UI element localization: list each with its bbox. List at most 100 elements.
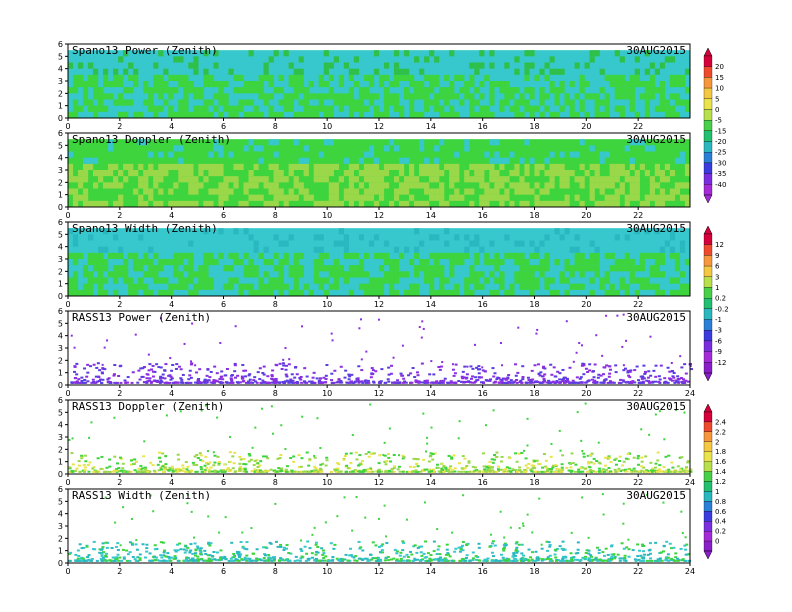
field-cell (323, 277, 329, 284)
echo-point (205, 466, 209, 469)
echo-point (605, 364, 609, 367)
field-cell (348, 170, 355, 177)
echo-point (74, 553, 78, 556)
echo-point (414, 469, 418, 472)
field-cell (674, 265, 681, 272)
echo-point (196, 545, 200, 548)
echo-point (207, 557, 211, 560)
echo-point (133, 469, 137, 472)
echo-point (163, 466, 167, 469)
echo-point (213, 365, 217, 368)
field-cell (77, 252, 84, 259)
field-cell (223, 194, 229, 201)
echo-point (685, 466, 689, 469)
echo-point (626, 380, 630, 383)
field-cell (143, 259, 149, 266)
field-cell (634, 228, 640, 235)
echo-point (227, 559, 231, 562)
field-cell (524, 74, 530, 81)
colorbar-label: -6 (715, 337, 723, 345)
echo-point (583, 555, 587, 558)
echo-point (116, 542, 120, 545)
echo-point (134, 543, 138, 546)
echo-point (676, 375, 680, 378)
echo-point (530, 551, 534, 554)
field-cell (524, 259, 530, 266)
field-cell (213, 259, 219, 266)
echo-point (380, 551, 384, 554)
field-cell (203, 105, 209, 112)
field-cell (328, 170, 334, 177)
echo-point (432, 550, 436, 553)
field-cell (298, 74, 304, 81)
field-cell (464, 252, 470, 259)
field-cell (193, 62, 199, 69)
field-cell (599, 151, 605, 158)
echo-point (624, 559, 628, 562)
field-cell (459, 194, 465, 201)
echo-point (92, 466, 96, 469)
echo-point (471, 557, 475, 560)
echo-point (230, 541, 234, 544)
echo-point (548, 554, 552, 557)
echo-point (405, 553, 409, 556)
field-cell (378, 182, 385, 189)
field-cell (584, 62, 590, 69)
field-cell (343, 170, 349, 177)
echo-point (139, 464, 143, 467)
echo-point (262, 381, 266, 384)
echo-point (118, 556, 122, 559)
echo-point (641, 376, 645, 379)
echo-point (611, 381, 615, 384)
field-cell (373, 182, 380, 189)
field-cell (258, 145, 264, 152)
echo-point (76, 549, 80, 552)
field-cell (509, 283, 515, 290)
echo-point (148, 377, 152, 380)
colorbar-swatch (703, 411, 713, 423)
echo-point (367, 455, 371, 458)
field-cell (434, 99, 440, 106)
field-cell (178, 271, 184, 278)
field-cell (589, 93, 595, 100)
field-cell (609, 74, 615, 81)
echo-point (245, 557, 249, 560)
echo-point (377, 468, 381, 471)
echo-point (473, 466, 477, 469)
x-tick-label: 22 (633, 122, 643, 131)
field-cell (494, 176, 500, 183)
echo-point (649, 461, 653, 464)
field-cell (193, 289, 199, 296)
field-cell (589, 145, 595, 152)
echo-point (586, 470, 590, 473)
echo-point (208, 554, 212, 557)
field-cell (454, 283, 460, 290)
field-cell (133, 188, 139, 195)
echo-point (164, 555, 168, 558)
field-cell (108, 170, 114, 177)
echo-point (405, 559, 409, 562)
field-cell (604, 271, 610, 278)
field-cell (323, 289, 329, 296)
echo-point (207, 515, 210, 518)
echo-point (377, 517, 380, 520)
echo-point (200, 470, 204, 473)
echo-point (98, 379, 102, 382)
field-cell (368, 99, 375, 106)
echo-point (372, 381, 376, 384)
field-cell (143, 252, 149, 259)
field-cell (639, 139, 645, 146)
field-cell (684, 283, 691, 290)
field-cell (103, 105, 109, 112)
echo-point (673, 470, 677, 473)
field-cell (403, 188, 410, 195)
field-cell (494, 182, 500, 189)
echo-point (175, 470, 179, 473)
echo-point (401, 549, 405, 552)
echo-point (562, 376, 566, 379)
field-cell (373, 200, 380, 207)
echo-point (570, 531, 573, 534)
echo-point (284, 368, 288, 371)
field-cell (424, 259, 430, 266)
